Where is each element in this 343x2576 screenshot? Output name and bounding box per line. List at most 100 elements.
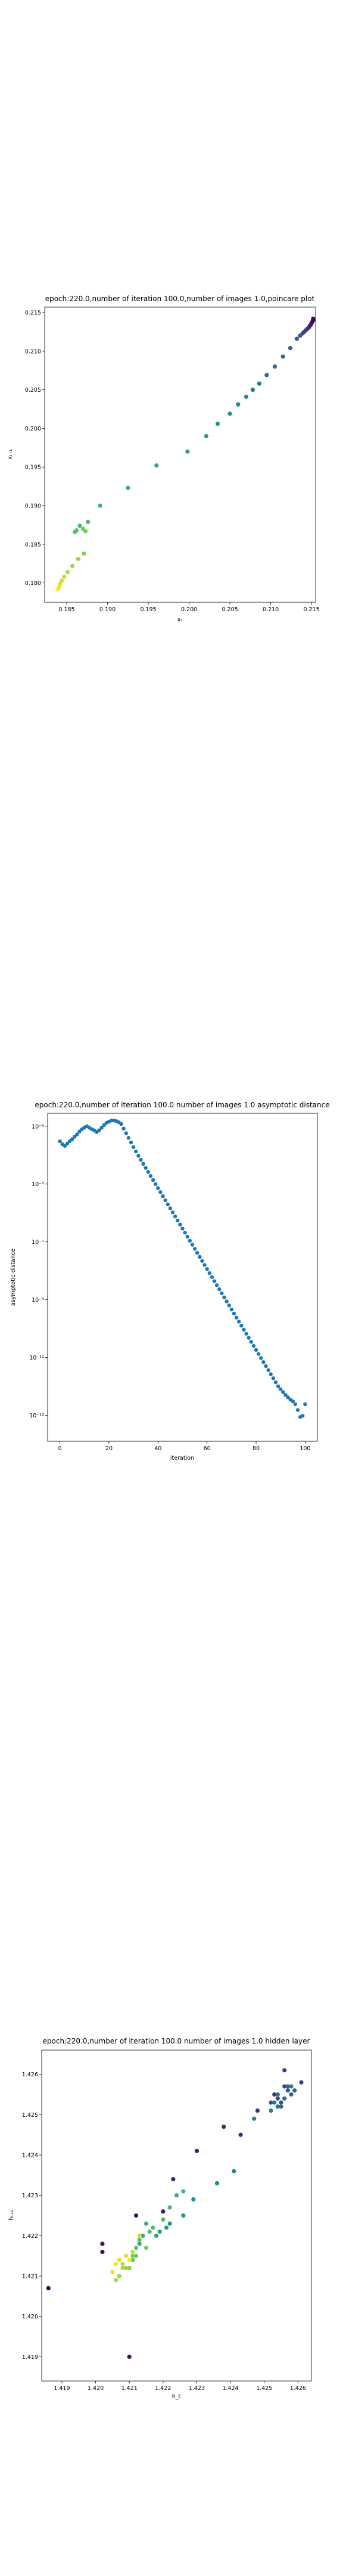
data-point <box>244 1332 248 1336</box>
data-point <box>195 1250 199 1255</box>
data-point <box>222 1295 226 1299</box>
y-tick-label: 1.419 <box>22 2354 38 2361</box>
data-point <box>280 354 285 359</box>
plot-frame <box>41 2049 312 2382</box>
data-point <box>194 2148 199 2153</box>
data-point <box>117 2258 121 2262</box>
data-point <box>130 2258 135 2262</box>
data-point <box>157 2229 162 2234</box>
data-point <box>282 2084 287 2089</box>
data-point <box>295 1408 300 1412</box>
data-point <box>281 1390 285 1394</box>
poincare-plot-figure: epoch:220.0,number of iteration 100.0,nu… <box>0 277 343 623</box>
x-tick-label: 0.190 <box>99 606 116 613</box>
asymptotic-distance-figure: epoch:220.0,number of iteration 100.0 nu… <box>0 1094 343 1467</box>
data-point <box>46 2286 51 2290</box>
data-point <box>250 388 255 392</box>
data-point <box>185 1234 189 1239</box>
data-point <box>113 2262 119 2267</box>
data-point <box>279 2100 283 2105</box>
data-point <box>259 1356 263 1360</box>
data-point <box>264 373 269 377</box>
data-point <box>167 2205 172 2210</box>
x-tick-label: 40 <box>154 1445 161 1452</box>
y-tick-label: 10⁻¹³ <box>29 1413 44 1419</box>
data-point <box>123 2265 129 2271</box>
data-point <box>100 2241 105 2246</box>
x-tick-label: 0.205 <box>222 606 238 613</box>
data-point <box>272 364 277 369</box>
data-point <box>176 1218 180 1222</box>
data-point <box>283 1393 288 1397</box>
data-point <box>98 503 102 508</box>
data-point <box>220 1291 224 1296</box>
hidden-layer-chart: epoch:220.0,number of iteration 100.0 nu… <box>8 2037 312 2400</box>
data-point <box>74 528 79 533</box>
x-tick-label: 100 <box>300 1445 310 1452</box>
data-point <box>123 2253 129 2258</box>
y-tick-label: 0.185 <box>25 541 41 548</box>
x-tick-label: 1.423 <box>189 2385 205 2392</box>
data-point <box>238 2132 243 2137</box>
data-point <box>269 1372 273 1376</box>
data-point <box>173 1214 177 1219</box>
data-point <box>99 1126 104 1130</box>
data-point <box>291 1399 295 1404</box>
data-point <box>188 1239 192 1243</box>
data-point <box>266 1368 270 1372</box>
chart-title: epoch:220.0,number of iteration 100.0,nu… <box>45 295 315 303</box>
y-tick-label: 0.180 <box>25 580 41 587</box>
data-point <box>167 2221 172 2226</box>
data-point <box>156 1186 160 1190</box>
y-tick-label: 1.420 <box>22 2314 38 2320</box>
data-point <box>237 1320 241 1324</box>
data-point <box>289 2092 294 2097</box>
y-tick-label: 10⁻⁷ <box>32 1239 44 1246</box>
data-point <box>269 2100 273 2105</box>
data-point <box>212 1279 217 1283</box>
data-point <box>202 1263 207 1267</box>
data-point <box>294 336 300 341</box>
asymptotic-distance-chart: epoch:220.0,number of iteration 100.0 nu… <box>10 1101 330 1462</box>
y-tick-label: 1.425 <box>22 2112 38 2119</box>
data-point <box>299 2080 304 2085</box>
data-point <box>127 2258 132 2262</box>
data-point <box>141 2233 145 2238</box>
x-tick-label: 20 <box>105 1445 113 1452</box>
data-point <box>285 2084 290 2089</box>
data-point <box>271 1376 276 1380</box>
data-point <box>311 316 316 321</box>
data-point <box>276 1384 280 1389</box>
data-point <box>178 1222 182 1227</box>
x-tick-label: 1.425 <box>256 2385 272 2392</box>
data-point <box>126 1135 131 1140</box>
data-point <box>130 2253 135 2258</box>
data-point <box>65 569 70 575</box>
data-point <box>133 2246 139 2250</box>
data-point <box>301 1414 305 1418</box>
data-point <box>288 346 293 351</box>
data-point <box>249 1340 254 1344</box>
data-point <box>110 2270 115 2274</box>
data-point <box>117 2274 121 2278</box>
poincare-plot-chart: epoch:220.0,number of iteration 100.0,nu… <box>7 295 320 623</box>
x-tick-label: 1.422 <box>155 2385 171 2392</box>
data-point <box>141 1162 145 1166</box>
data-point <box>73 1135 77 1139</box>
y-tick-label: 10⁻⁵ <box>32 1181 44 1188</box>
data-point <box>303 1402 307 1407</box>
x-tick-label: 1.421 <box>121 2385 138 2392</box>
y-tick-label: 0.190 <box>25 503 41 510</box>
data-point <box>120 2265 125 2271</box>
x-tick-label: 1.426 <box>290 2385 306 2392</box>
data-point <box>130 2249 135 2255</box>
data-point <box>124 1131 128 1135</box>
data-point <box>232 1311 236 1316</box>
data-point <box>154 1182 158 1186</box>
data-point <box>286 1395 290 1400</box>
data-point <box>192 1247 197 1251</box>
data-point <box>205 1267 209 1271</box>
data-point <box>251 1343 256 1348</box>
data-point <box>129 1140 133 1145</box>
data-point <box>204 434 208 439</box>
